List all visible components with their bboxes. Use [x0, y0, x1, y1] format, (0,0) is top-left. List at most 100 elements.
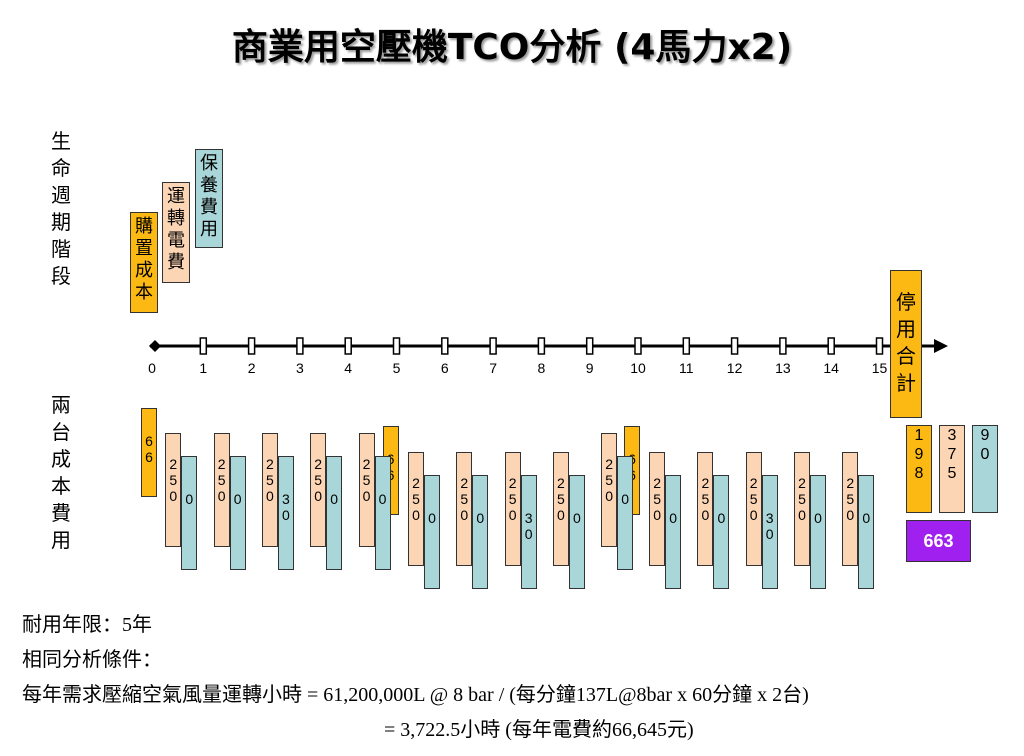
bar-digit: 2	[701, 475, 710, 491]
grand-total-box: 663	[906, 520, 971, 562]
maintenance-cost-bar: 0	[181, 456, 198, 570]
bar-digit: 2	[508, 475, 517, 491]
axis-tick-mark	[585, 337, 594, 355]
bar-digit: 5	[508, 491, 517, 507]
bar-digit: 0	[185, 491, 194, 507]
cost-label-char: 成	[51, 447, 71, 471]
bar-digit: 0	[169, 488, 178, 504]
bar-digit: 0	[556, 507, 565, 523]
axis-tick-mark	[441, 337, 449, 355]
bar-digit: 2	[362, 456, 371, 472]
total-digit: 5	[947, 465, 957, 482]
bar-digit: 2	[217, 456, 226, 472]
cost-label-char: 用	[51, 528, 71, 552]
lifecycle-char: 生	[51, 129, 71, 153]
bar-digit: 0	[330, 491, 339, 507]
bar-digit: 0	[701, 507, 710, 523]
total-digit: 1	[914, 427, 924, 444]
axis-tick-mark	[296, 337, 304, 355]
bar-digit: 5	[798, 491, 806, 507]
bar-digit: 3	[765, 510, 774, 526]
phase-char: 置	[135, 238, 153, 259]
axis-tick-label: 14	[823, 360, 839, 376]
phase-char: 電	[167, 230, 185, 251]
phase-char: 轉	[167, 208, 185, 229]
phase-char: 養	[200, 175, 218, 196]
bar-digit: 0	[717, 510, 726, 526]
bar-digit: 0	[362, 488, 371, 504]
bar-digit: 0	[281, 507, 290, 523]
phase-purchase-cost: 購置成本	[130, 212, 158, 313]
bar-digit: 5	[556, 491, 565, 507]
bar-digit: 5	[701, 491, 710, 507]
lifecycle-char: 段	[51, 264, 71, 288]
axis-tick-label: 1	[199, 360, 208, 376]
axis-tick-label: 15	[871, 360, 888, 376]
axis-tick-mark	[827, 337, 835, 355]
lifecycle-char: 週	[51, 183, 71, 207]
bar-digit: 2	[749, 475, 758, 491]
bar-digit: 3	[281, 491, 290, 507]
axis-tick-label: 12	[726, 360, 743, 376]
axis-tick-mark	[875, 337, 884, 355]
bar-digit: 2	[653, 475, 661, 491]
maintenance-cost-bar: 0	[858, 475, 875, 589]
bar-digit: 5	[169, 472, 178, 488]
axis-tick-mark	[730, 337, 739, 355]
stop-char: 用	[896, 317, 916, 341]
bar-digit: 3	[524, 510, 533, 526]
axis-tick-mark	[779, 337, 787, 355]
axis-tick-label: 0	[148, 360, 156, 376]
bar-digit: 5	[460, 491, 469, 507]
bar-digit: 0	[314, 488, 323, 504]
axis-tick-mark	[392, 337, 401, 355]
bar-digit: 0	[217, 488, 226, 504]
bar-digit: 6	[145, 449, 153, 465]
bar-digit: 0	[749, 507, 758, 523]
bar-digit: 5	[605, 472, 614, 488]
cost-label-char: 費	[51, 501, 71, 525]
maintenance-cost-bar: 0	[374, 456, 391, 570]
bar-digit: 2	[412, 475, 420, 491]
axis-tick-label: 10	[630, 360, 646, 376]
bar-digit: 0	[572, 510, 581, 526]
bar-digit: 0	[508, 507, 517, 523]
bar-digit: 0	[846, 507, 855, 523]
bar-digit: 5	[846, 491, 855, 507]
bar-digit: 2	[556, 475, 565, 491]
axis-tick-label: 13	[775, 360, 791, 376]
bar-digit: 0	[378, 491, 387, 507]
cost-label-char: 台	[51, 420, 71, 444]
stop-char: 計	[896, 371, 916, 395]
lifecycle-char: 階	[51, 237, 71, 261]
axis-tick-label: 5	[392, 360, 401, 376]
axis-arrowhead	[934, 339, 948, 353]
axis-tick-mark	[199, 337, 208, 355]
bar-digit: 0	[460, 507, 469, 523]
total-digit: 3	[947, 427, 957, 444]
bar-digit: 5	[217, 472, 226, 488]
maintenance-cost-bar: 0	[472, 475, 489, 589]
bar-digit: 2	[605, 456, 614, 472]
two-unit-cost-label: 兩台成本費用	[47, 392, 75, 554]
bar-digit: 0	[862, 510, 871, 526]
bar-digit: 0	[798, 507, 806, 523]
bar-digit: 2	[846, 475, 855, 491]
axis-tick-mark	[537, 337, 546, 355]
lifecycle-char: 期	[51, 210, 71, 234]
bar-digit: 2	[798, 475, 806, 491]
total-digit: 9	[914, 446, 924, 463]
cost-label-char: 本	[51, 474, 71, 498]
bar-digit: 6	[145, 433, 153, 449]
axis-tick-mark	[247, 337, 256, 355]
